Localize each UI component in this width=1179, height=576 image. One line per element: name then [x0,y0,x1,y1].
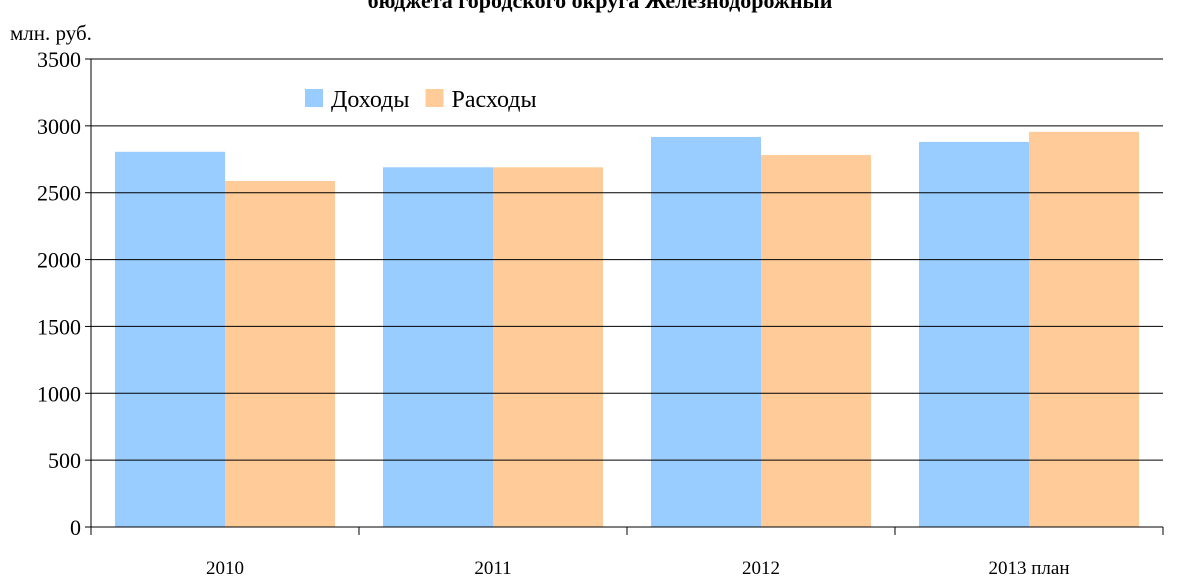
y-tick-label: 1000 [37,381,81,406]
y-tick-label: 2000 [37,248,81,273]
bar [761,155,871,528]
y-tick-label: 1500 [37,314,81,339]
bar [919,141,1029,527]
legend-swatch [425,89,444,107]
y-tick-label: 2500 [37,181,81,206]
chart-title: бюджета городского округа Железнодорожны… [368,0,833,13]
x-tick-label: 2012 [742,558,780,576]
bar [225,180,335,527]
bar [493,167,603,527]
bar [115,151,225,527]
x-tick-label: 2013 план [988,558,1069,576]
legend-swatch [305,89,323,107]
legend-label: Доходы [331,87,410,113]
y-tick-label: 3500 [37,47,81,72]
y-tick-label: 3000 [37,114,81,139]
bar [383,167,493,527]
x-tick-label: 2010 [206,558,244,576]
bar [651,136,761,527]
x-tick-label: 2011 [474,558,511,576]
y-tick-label: 0 [70,515,81,540]
y-axis-label: млн. руб. [10,21,92,45]
y-tick-label: 500 [48,448,81,473]
bar [1029,131,1139,528]
legend-label: Расходы [452,87,537,113]
